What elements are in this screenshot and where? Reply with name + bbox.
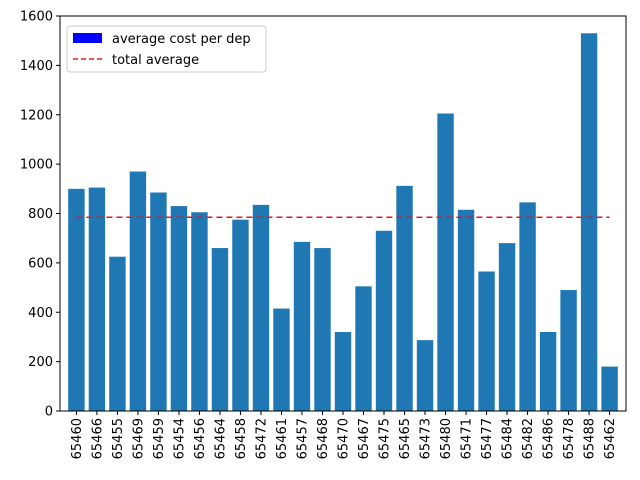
bar-65459 (150, 192, 167, 411)
x-tick-label-65457: 65457 (295, 418, 310, 459)
bar-65473 (416, 340, 434, 411)
legend-label-total-average: total average (112, 53, 199, 68)
y-tick-label-400: 400 (28, 306, 53, 321)
x-tick-label-65471: 65471 (460, 418, 475, 459)
bar-65464 (211, 248, 229, 411)
x-tick-label-65464: 65464 (213, 418, 228, 459)
legend: average cost per dep total average (66, 25, 267, 73)
x-tick-label-65460: 65460 (70, 418, 85, 459)
bar-65466 (88, 187, 106, 411)
bar-65462 (601, 366, 618, 411)
bar-65484 (498, 243, 516, 411)
x-tick-label-65475: 65475 (378, 418, 393, 459)
y-tick-label-800: 800 (28, 207, 53, 222)
bar-65475 (375, 230, 393, 411)
x-tick-label-65477: 65477 (480, 418, 495, 459)
x-tick-label-65458: 65458 (234, 418, 249, 459)
bar-65477 (478, 271, 495, 411)
x-tick-label-65455: 65455 (111, 418, 126, 459)
x-tick-label-65472: 65472 (254, 418, 269, 459)
bar-65468 (314, 248, 331, 411)
x-tick-label-65486: 65486 (542, 418, 557, 459)
legend-patch-average-cost (73, 33, 102, 43)
bar-65456 (191, 212, 208, 411)
bar-65486 (539, 332, 557, 411)
bar-65478 (560, 290, 577, 411)
bar-65488 (580, 33, 598, 411)
x-tick-label-65482: 65482 (521, 418, 536, 459)
x-tick-label-65456: 65456 (193, 418, 208, 459)
bar-65458 (232, 219, 249, 411)
y-tick-label-1400: 1400 (20, 59, 53, 74)
bar-65471 (457, 209, 475, 411)
bar-65472 (252, 204, 270, 411)
x-tick-label-65462: 65462 (603, 418, 618, 459)
legend-box (66, 25, 267, 73)
x-tick-label-65478: 65478 (562, 418, 577, 459)
y-axis: 0 200 400 600 800 1000 1200 1400 1600 (20, 10, 60, 420)
x-tick-label-65465: 65465 (398, 418, 413, 459)
x-tick-label-65469: 65469 (131, 418, 146, 459)
x-tick-label-65480: 65480 (439, 418, 454, 459)
bar-65467 (355, 286, 372, 411)
x-tick-label-65467: 65467 (357, 418, 372, 459)
x-tick-label-65454: 65454 (172, 418, 187, 459)
x-tick-label-65488: 65488 (583, 418, 598, 459)
x-tick-label-65473: 65473 (419, 418, 434, 459)
plot-frame (59, 15, 627, 412)
y-tick-label-1000: 1000 (20, 158, 53, 173)
bar-65470 (334, 332, 352, 411)
y-tick-label-1600: 1600 (20, 10, 53, 25)
x-tick-label-65466: 65466 (90, 418, 105, 459)
x-tick-label-65470: 65470 (337, 418, 352, 459)
x-tick-label-65461: 65461 (275, 418, 290, 459)
bar-65454 (170, 206, 188, 411)
bar-65480 (437, 113, 454, 411)
x-tick-label-65484: 65484 (501, 418, 516, 459)
x-tick-label-65459: 65459 (152, 418, 167, 459)
y-tick-label-600: 600 (28, 256, 53, 271)
legend-label-average-cost: average cost per dep (112, 32, 251, 47)
y-tick-label-1200: 1200 (20, 108, 53, 123)
bar-65457 (293, 241, 311, 411)
bar-65465 (396, 185, 413, 411)
y-tick-label-0: 0 (45, 405, 53, 420)
bar-65461 (273, 308, 290, 411)
y-tick-label-200: 200 (28, 355, 53, 370)
bar-65469 (129, 171, 147, 411)
bar-65455 (109, 256, 126, 411)
bar-65482 (519, 202, 536, 411)
bar-65460 (68, 188, 85, 411)
bars-group (68, 33, 618, 411)
x-tick-label-65468: 65468 (316, 418, 331, 459)
x-axis: 65460 65466 65455 65469 65459 65454 65456 65464… (70, 411, 618, 459)
